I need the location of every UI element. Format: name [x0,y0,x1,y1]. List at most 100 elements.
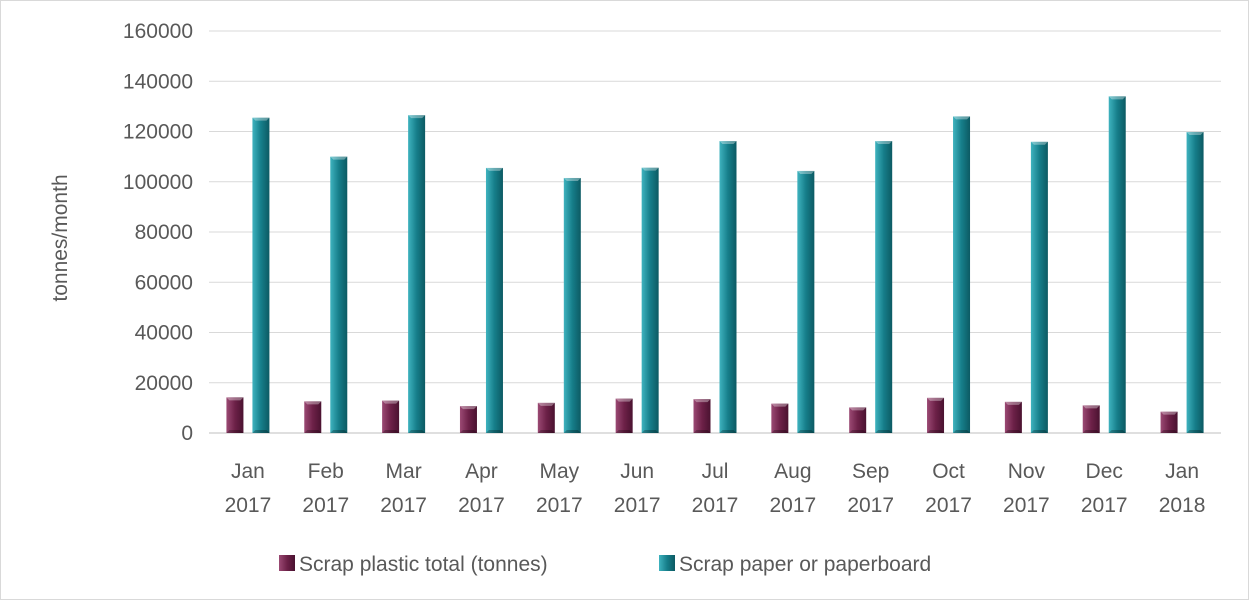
bar-bevel-top [693,399,711,403]
bar-body [1030,141,1048,433]
x-tick-label-year: 2017 [1003,494,1050,517]
x-tick-label-year: 2017 [536,494,583,517]
legend-label: Scrap plastic total (tonnes) [299,553,548,576]
bar-body [1004,401,1022,433]
bar-body [459,406,477,433]
bar-body [875,141,893,434]
y-tick-label: 80000 [135,221,193,244]
x-tick-label-month: May [539,460,579,483]
bar-body [953,116,971,434]
bar-body [1082,405,1100,433]
bar-bevel-top [226,397,244,401]
y-tick-label: 100000 [123,171,193,194]
bar-scrap-paper [875,141,893,434]
bar-bevel-top [304,401,322,405]
bar-bevel-top [563,177,581,181]
bar-body [330,156,348,433]
bar-body [226,397,244,433]
bar-body [563,177,581,433]
x-tick-label-month: Aug [774,460,811,483]
x-tick-label-month: Jun [620,460,654,483]
bar-bevel-bottom [1186,430,1204,433]
x-tick-label-month: Jan [1165,460,1199,483]
bar-bevel-bottom [1004,430,1022,433]
x-tick-label-month: Dec [1086,460,1123,483]
bar-bevel-top [1030,141,1048,145]
bar-bevel-bottom [719,430,737,433]
bar-body [797,170,815,434]
bar-scrap-paper [330,156,348,433]
bar-body [408,115,426,433]
x-tick-label-year: 2017 [225,494,272,517]
bar-bevel-bottom [797,430,815,433]
bar-bevel-bottom [849,430,867,433]
bar-body [641,167,659,433]
bar-bevel-top [797,170,815,174]
bar-bevel-top [771,403,789,407]
bars [226,96,1204,434]
bar-scrap-plastic [1004,401,1022,433]
bar-scrap-paper [1108,96,1126,433]
x-tick-label-year: 2017 [380,494,427,517]
bar-scrap-paper [485,167,503,433]
y-tick-label: 120000 [123,121,193,144]
gridlines [209,30,1221,434]
bar-bevel-bottom [1160,430,1178,433]
bar-bevel-bottom [459,430,477,433]
x-tick-label-year: 2017 [458,494,505,517]
x-tick-label-year: 2017 [925,494,972,517]
x-tick-label-year: 2017 [1081,494,1128,517]
bar-scrap-paper [797,170,815,434]
bar-scrap-plastic [1160,411,1178,433]
bar-bevel-top [953,116,971,120]
y-tick-label: 140000 [123,70,193,93]
bar-bevel-top [719,141,737,145]
bar-scrap-plastic [927,397,945,433]
bar-bevel-top [382,400,400,404]
bar-bevel-bottom [537,430,555,433]
x-tick-label-month: Mar [386,460,422,483]
y-tick-label: 160000 [123,20,193,43]
y-axis-title: tonnes/month [49,174,72,301]
bar-body [615,398,633,433]
x-tick-label-year: 2017 [692,494,739,517]
bar-bevel-top [252,117,270,121]
bar-body [537,402,555,433]
bar-body [1186,132,1204,433]
bar-body [252,117,270,434]
x-tick-label-year: 2017 [769,494,816,517]
bar-body [693,399,711,433]
x-tick-label-year: 2017 [847,494,894,517]
bar-bevel-bottom [1030,430,1048,433]
bar-scrap-plastic [771,403,789,433]
bar-bevel-bottom [226,430,244,433]
bar-scrap-paper [1186,132,1204,433]
bar-bevel-bottom [641,430,659,433]
bar-body [719,141,737,434]
bar-bevel-bottom [615,430,633,433]
bar-scrap-paper [1030,141,1048,433]
bar-body [927,397,945,433]
legend-item: Scrap paper or paperboard [659,553,931,576]
bar-body [1108,96,1126,433]
bar-bevel-top [485,167,503,171]
bar-bevel-top [875,141,893,145]
bar-bevel-top [927,397,945,401]
bar-bevel-top [459,406,477,410]
bar-bevel-bottom [953,430,971,433]
bar-scrap-plastic [382,400,400,433]
bar-bevel-bottom [771,430,789,433]
bar-bevel-top [1186,132,1204,136]
bar-bevel-bottom [304,430,322,433]
x-tick-label-month: Feb [308,460,344,483]
y-tick-label: 60000 [135,271,193,294]
y-tick-label: 40000 [135,322,193,345]
bar-bevel-bottom [563,430,581,433]
bar-bevel-top [330,156,348,160]
bar-bevel-bottom [875,430,893,433]
x-tick-label-year: 2017 [302,494,349,517]
bar-bevel-bottom [408,430,426,433]
bar-scrap-plastic [1082,405,1100,433]
bar-bevel-top [1082,405,1100,409]
legend-label: Scrap paper or paperboard [679,553,931,576]
